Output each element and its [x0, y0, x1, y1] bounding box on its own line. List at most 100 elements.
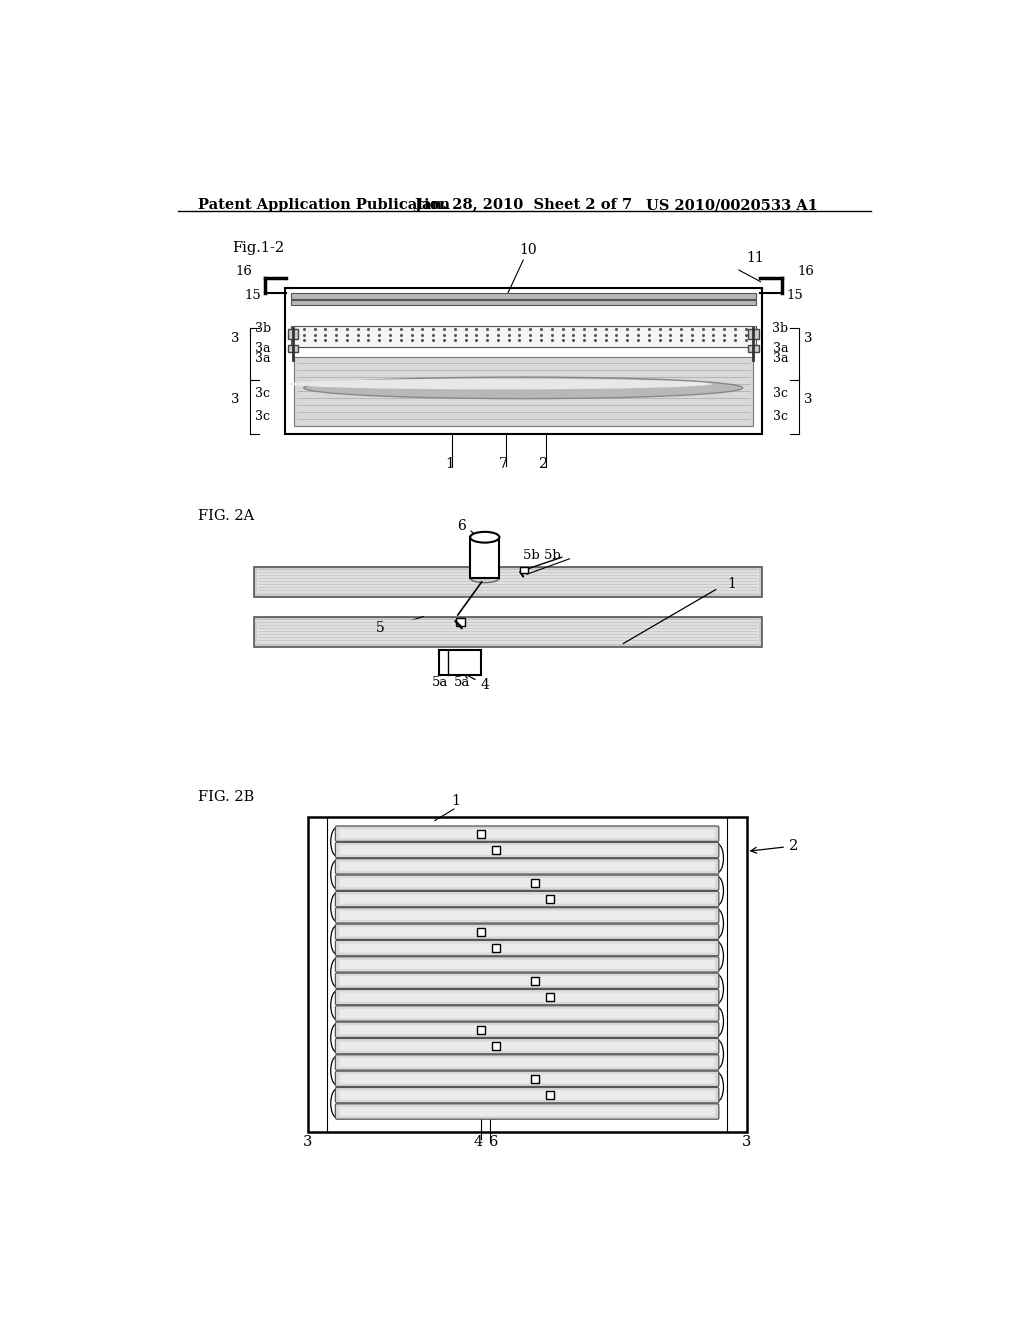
- Text: 15: 15: [245, 289, 261, 302]
- Bar: [493, 944, 500, 952]
- Ellipse shape: [470, 532, 500, 543]
- Bar: [520, 566, 528, 573]
- FancyBboxPatch shape: [336, 924, 719, 940]
- FancyBboxPatch shape: [339, 977, 715, 985]
- FancyBboxPatch shape: [339, 862, 715, 871]
- Text: 5b 5b: 5b 5b: [523, 549, 561, 562]
- Bar: [477, 830, 484, 838]
- Bar: [285, 288, 762, 434]
- FancyBboxPatch shape: [336, 908, 719, 923]
- FancyBboxPatch shape: [336, 891, 719, 907]
- Text: 3c: 3c: [773, 387, 788, 400]
- FancyBboxPatch shape: [336, 1088, 719, 1102]
- Text: 2: 2: [751, 840, 798, 853]
- Text: 3a: 3a: [255, 342, 270, 355]
- FancyBboxPatch shape: [336, 1022, 719, 1038]
- Bar: [254, 616, 762, 647]
- Bar: [547, 1092, 554, 1100]
- Text: 10: 10: [519, 243, 537, 257]
- Text: 3: 3: [303, 1135, 312, 1150]
- Ellipse shape: [289, 379, 712, 389]
- Bar: [291, 300, 756, 305]
- Bar: [547, 993, 554, 1001]
- Text: 3a: 3a: [773, 352, 788, 366]
- Text: 16: 16: [236, 265, 252, 279]
- FancyBboxPatch shape: [339, 1090, 715, 1100]
- FancyBboxPatch shape: [336, 875, 719, 891]
- Text: 3a: 3a: [255, 352, 270, 366]
- FancyBboxPatch shape: [336, 1055, 719, 1071]
- Text: 3a: 3a: [773, 342, 788, 355]
- Text: 1: 1: [444, 457, 454, 471]
- Bar: [288, 329, 298, 339]
- Text: 3b: 3b: [255, 322, 271, 335]
- Text: 3: 3: [230, 393, 240, 407]
- FancyArrowPatch shape: [520, 572, 523, 577]
- FancyBboxPatch shape: [336, 1006, 719, 1022]
- FancyBboxPatch shape: [336, 826, 719, 841]
- Text: 15: 15: [786, 289, 804, 302]
- FancyBboxPatch shape: [339, 1074, 715, 1084]
- Text: 3b: 3b: [772, 322, 788, 335]
- Text: 3: 3: [230, 331, 240, 345]
- Bar: [294, 358, 753, 426]
- Text: 6: 6: [488, 1135, 498, 1150]
- FancyBboxPatch shape: [336, 973, 719, 989]
- Ellipse shape: [304, 378, 742, 399]
- Bar: [291, 326, 756, 347]
- FancyBboxPatch shape: [339, 993, 715, 1002]
- Text: 5: 5: [376, 622, 385, 635]
- FancyBboxPatch shape: [339, 878, 715, 887]
- Text: FIG. 2B: FIG. 2B: [199, 789, 255, 804]
- Text: 2: 2: [539, 457, 548, 471]
- Text: 4: 4: [473, 1135, 482, 1150]
- Ellipse shape: [470, 573, 500, 582]
- Text: Fig.1-2: Fig.1-2: [232, 240, 285, 255]
- Bar: [477, 1026, 484, 1034]
- Bar: [288, 345, 298, 352]
- Text: 5a: 5a: [432, 676, 449, 689]
- Text: 3: 3: [741, 1135, 752, 1150]
- Text: 6: 6: [457, 520, 466, 533]
- Bar: [493, 1043, 500, 1049]
- FancyBboxPatch shape: [339, 1026, 715, 1035]
- Text: 1: 1: [727, 577, 736, 591]
- Text: 5a: 5a: [454, 676, 470, 689]
- Bar: [749, 345, 759, 352]
- FancyBboxPatch shape: [339, 1107, 715, 1117]
- Bar: [257, 570, 759, 594]
- Text: 3: 3: [804, 331, 812, 345]
- Bar: [477, 928, 484, 936]
- Bar: [257, 619, 759, 644]
- Bar: [493, 846, 500, 854]
- FancyBboxPatch shape: [336, 1104, 719, 1119]
- FancyBboxPatch shape: [336, 990, 719, 1005]
- Bar: [438, 651, 481, 675]
- FancyBboxPatch shape: [339, 1008, 715, 1018]
- FancyBboxPatch shape: [336, 859, 719, 874]
- FancyBboxPatch shape: [339, 1057, 715, 1067]
- FancyBboxPatch shape: [336, 940, 719, 956]
- FancyBboxPatch shape: [339, 911, 715, 920]
- Bar: [749, 329, 759, 339]
- Bar: [547, 895, 554, 903]
- FancyBboxPatch shape: [339, 845, 715, 854]
- FancyBboxPatch shape: [339, 895, 715, 904]
- FancyBboxPatch shape: [336, 1071, 719, 1086]
- Bar: [456, 618, 465, 626]
- FancyBboxPatch shape: [339, 1041, 715, 1051]
- FancyBboxPatch shape: [339, 829, 715, 838]
- Bar: [254, 566, 762, 598]
- FancyBboxPatch shape: [336, 957, 719, 972]
- Bar: [531, 977, 539, 985]
- Text: 3c: 3c: [255, 411, 270, 424]
- Bar: [531, 879, 539, 887]
- Text: 16: 16: [798, 265, 814, 279]
- FancyBboxPatch shape: [336, 842, 719, 858]
- Text: Patent Application Publication: Patent Application Publication: [199, 198, 451, 213]
- Text: 3c: 3c: [773, 411, 788, 424]
- Text: 3c: 3c: [255, 387, 270, 400]
- Bar: [531, 1074, 539, 1082]
- FancyBboxPatch shape: [336, 1039, 719, 1053]
- Bar: [307, 817, 746, 1133]
